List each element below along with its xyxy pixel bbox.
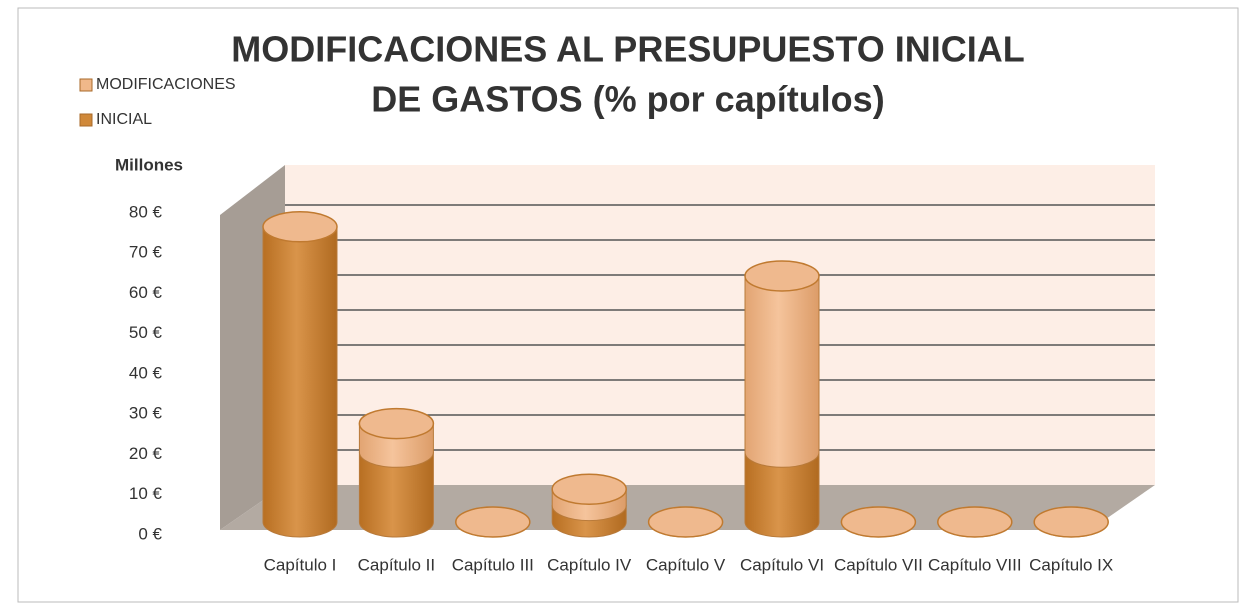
x-tick-label: Capítulo VIII: [928, 555, 1022, 574]
y-tick-label: 60 €: [129, 283, 163, 302]
x-tick-label: Capítulo VII: [834, 555, 923, 574]
cylinder-cap: [840, 506, 917, 538]
x-tick-label: Capítulo V: [646, 555, 726, 574]
y-tick-label: 20 €: [129, 444, 163, 463]
y-axis-label: Millones: [115, 155, 183, 174]
title-line: DE GASTOS (% por capítulos): [371, 79, 884, 120]
cylinder-cap: [647, 506, 724, 538]
y-tick-label: 70 €: [129, 243, 163, 262]
y-tick-label: 80 €: [129, 202, 163, 221]
cylinder-cap: [262, 211, 338, 243]
x-tick-label: Capítulo VI: [740, 555, 824, 574]
y-tick-label: 30 €: [129, 404, 163, 423]
cylinder-segment: [744, 451, 820, 538]
legend-swatch: [79, 78, 93, 92]
x-tick-label: Capítulo I: [264, 555, 337, 574]
cylinder-cap: [358, 407, 435, 440]
chart-title: MODIFICACIONES AL PRESUPUESTO INICIAL DE…: [231, 29, 1024, 120]
legend-swatch: [79, 113, 93, 127]
legend-label: MODIFICACIONES: [96, 76, 236, 93]
legend-label: INICIAL: [96, 111, 152, 128]
cylinder-segment: [744, 275, 820, 468]
title-line: MODIFICACIONES AL PRESUPUESTO INICIAL: [231, 29, 1024, 70]
x-tick-label: Capítulo III: [452, 555, 534, 574]
x-tick-label: Capítulo II: [358, 555, 436, 574]
cylinder-segment: [358, 451, 434, 538]
x-tick-label: Capítulo IV: [547, 555, 632, 574]
y-tick-label: 10 €: [129, 484, 163, 503]
y-tick-label: 40 €: [129, 363, 163, 382]
cylinder-cap: [455, 506, 531, 538]
cylinder-cap: [937, 506, 1013, 538]
y-tick-label: 0 €: [138, 524, 162, 543]
y-tick-label: 50 €: [129, 323, 163, 342]
cylinder-cap: [744, 260, 820, 292]
x-tick-label: Capítulo IX: [1029, 555, 1113, 574]
chart-border: [17, 7, 1239, 603]
back-wall: [285, 165, 1155, 485]
cylinder-cap: [551, 473, 627, 505]
cylinder-segment: [262, 226, 338, 538]
cylinder-cap: [1033, 506, 1109, 538]
